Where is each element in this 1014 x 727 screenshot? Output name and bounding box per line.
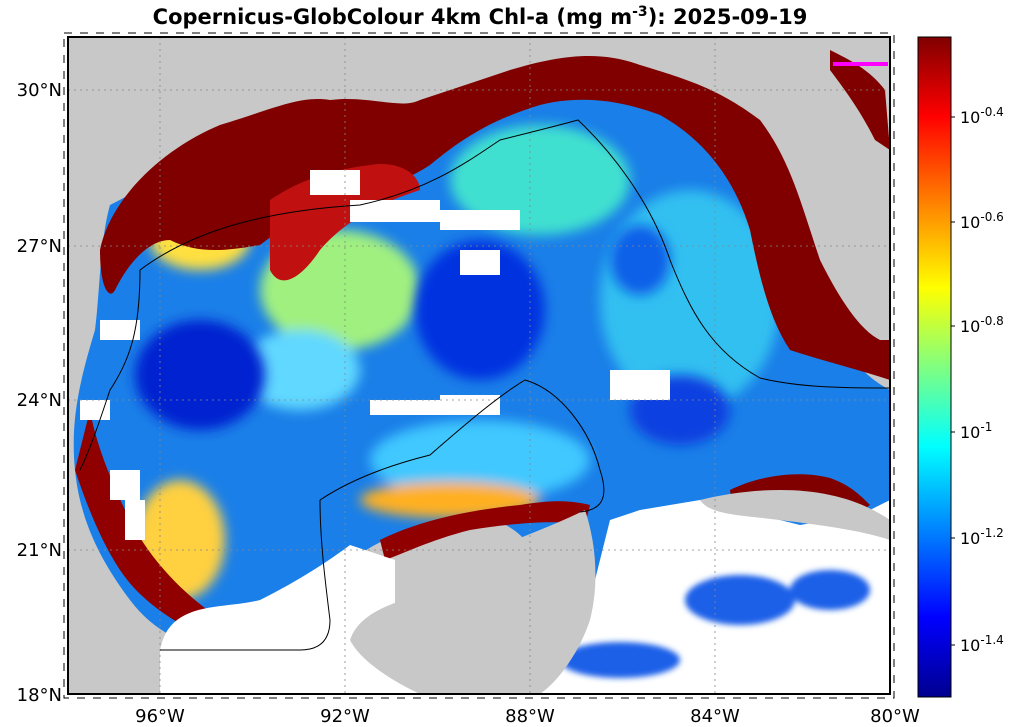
lon-label: 96°W [135, 706, 185, 727]
svg-text:10-0.6: 10-0.6 [960, 210, 1004, 232]
colorbar-tick: 10-1.2 [951, 526, 1004, 548]
nodata-areas [80, 170, 890, 694]
map-frame [67, 36, 891, 695]
svg-text:10-1: 10-1 [960, 420, 992, 442]
map-title: Copernicus-GlobColour 4km Chl-a (mg m-3)… [153, 4, 808, 29]
svg-text:10-0.4: 10-0.4 [960, 105, 1004, 127]
colorbar-tick: 10-0.6 [951, 210, 1004, 232]
svg-text:10-1.2: 10-1.2 [960, 526, 1004, 548]
colorbar-tick: 10-0.4 [951, 105, 1004, 127]
chl-cyan-west [240, 330, 360, 410]
lat-label: 27°N [17, 236, 62, 257]
chl-patch-caribbean-west [685, 575, 795, 625]
high-chl-texas-inner [270, 164, 420, 281]
eez-boundaries [79, 119, 890, 651]
graticule [68, 37, 890, 694]
chl-blue-eddy-center [415, 240, 545, 380]
high-chl-florida-bay [830, 50, 890, 150]
lat-label: 18°N [17, 685, 62, 706]
lon-label: 80°W [870, 706, 920, 727]
lat-label: 21°N [17, 540, 62, 561]
chl-blue-eddy-west [135, 320, 265, 430]
colorbar-tick: 10-1.4 [951, 633, 1004, 655]
chl-cyan-north [450, 125, 630, 235]
latitude-labels: 30°N 27°N 24°N 21°N 18°N [17, 80, 62, 706]
svg-text:10-1.4: 10-1.4 [960, 633, 1004, 655]
chl-patch-caribbean-east [790, 570, 870, 610]
high-chl-northern-shelf [100, 55, 890, 381]
high-chl-yucatan-coast [380, 501, 590, 560]
colorbar-tick: 10-1 [951, 420, 992, 442]
svg-text:10-0.8: 10-0.8 [960, 314, 1004, 336]
land-yucatan [350, 510, 596, 694]
chl-blue-eddy-ne [610, 225, 670, 295]
map-frame-border [63, 32, 895, 699]
lon-label: 92°W [320, 706, 370, 727]
lat-label: 24°N [17, 390, 62, 411]
lon-label: 84°W [690, 706, 740, 727]
longitude-labels: 96°W 92°W 88°W 84°W 80°W [135, 706, 920, 727]
lat-label: 30°N [17, 80, 62, 101]
chl-cyan-south [370, 420, 590, 500]
chl-patch-yucatan-channel [560, 642, 680, 678]
colorbar-tick: 10-0.8 [951, 314, 1004, 336]
land-cuba [700, 489, 890, 540]
lon-label: 88°W [505, 706, 555, 727]
map-plot-area [68, 37, 890, 694]
colorbar [917, 36, 952, 698]
colorbar-ticks: 10-0.4 10-0.6 10-0.8 10-1 10-1.2 10-1.4 [951, 105, 1004, 655]
